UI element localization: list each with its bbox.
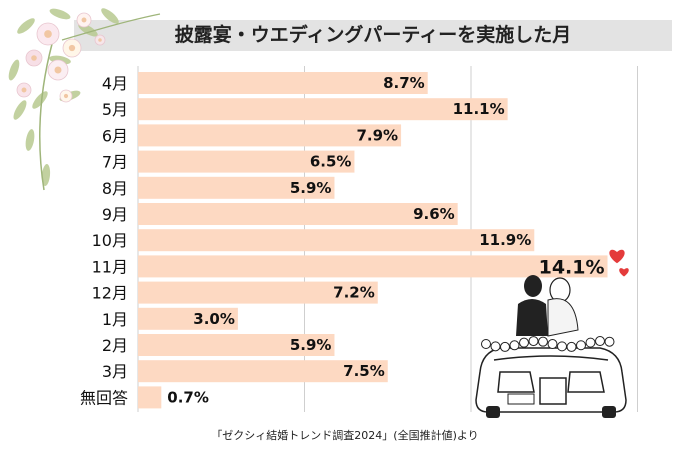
value-label: 7.2% bbox=[333, 284, 375, 302]
groom-head bbox=[524, 275, 542, 297]
category-label: 3月 bbox=[102, 362, 128, 381]
value-label: 0.7% bbox=[167, 388, 209, 406]
value-label: 5.9% bbox=[290, 336, 332, 354]
leaf bbox=[101, 8, 119, 24]
value-label: 14.1% bbox=[539, 256, 605, 278]
heart-icon bbox=[619, 268, 629, 277]
bar bbox=[138, 150, 355, 173]
value-labels: 8.7% 11.1% 7.9%6.5% 5.9% 9.6% 11.9% 14.1% 7.2% 3… bbox=[167, 74, 604, 406]
garland-flower bbox=[519, 337, 529, 348]
garland-flower bbox=[566, 341, 577, 352]
flower-center bbox=[63, 93, 69, 99]
flower-center bbox=[31, 55, 37, 61]
garland-flower bbox=[604, 336, 615, 347]
leaf bbox=[8, 59, 20, 81]
car-grille bbox=[539, 377, 567, 405]
value-label: 11.9% bbox=[479, 231, 531, 249]
bar bbox=[138, 255, 608, 278]
garland-flower bbox=[481, 339, 491, 349]
leaf bbox=[41, 164, 51, 186]
source-note: 「ゼクシィ結婚トレンド調査2024」(全国推計値)より bbox=[211, 429, 479, 442]
garland-flower bbox=[490, 341, 501, 352]
garland-flower bbox=[547, 339, 558, 350]
leaf bbox=[25, 129, 35, 151]
category-label: 9月 bbox=[102, 205, 128, 224]
category-label: 7月 bbox=[102, 153, 128, 172]
bar bbox=[138, 360, 388, 383]
garland-flower bbox=[585, 337, 596, 348]
flower-center bbox=[44, 30, 52, 38]
category-label: 11月 bbox=[92, 257, 128, 276]
leaf bbox=[32, 91, 48, 109]
car-light bbox=[497, 371, 535, 393]
category-label: 5月 bbox=[102, 100, 128, 119]
value-label: 11.1% bbox=[453, 100, 505, 118]
leaf bbox=[13, 100, 27, 120]
flower-center bbox=[81, 17, 87, 23]
bar bbox=[138, 176, 335, 199]
garland-flower bbox=[509, 340, 520, 351]
category-label: 4月 bbox=[102, 74, 128, 93]
car-wheel bbox=[486, 406, 500, 418]
garland-flower bbox=[576, 340, 586, 351]
bar bbox=[138, 124, 402, 147]
leaf bbox=[49, 8, 71, 20]
category-label: 12月 bbox=[92, 284, 128, 303]
value-label: 7.5% bbox=[343, 362, 385, 380]
category-label: 10月 bbox=[92, 231, 128, 250]
flower-center bbox=[98, 38, 102, 42]
hearts bbox=[609, 249, 629, 277]
garland-flower bbox=[538, 336, 548, 347]
value-label: 6.5% bbox=[310, 153, 352, 171]
bar bbox=[138, 203, 458, 225]
flower-center bbox=[21, 87, 27, 93]
bar bbox=[138, 334, 335, 356]
value-label: 8.7% bbox=[383, 74, 425, 92]
title-band bbox=[74, 20, 672, 51]
value-label: 3.0% bbox=[193, 310, 235, 328]
heart-icon bbox=[609, 249, 625, 264]
bar bbox=[138, 98, 508, 121]
bar bbox=[138, 72, 428, 94]
groom-body bbox=[516, 299, 548, 336]
category-label: 無回答 bbox=[80, 388, 128, 407]
chart-title: 披露宴・ウエディングパーティーを実施した月 bbox=[174, 24, 572, 46]
wedding-car-couple-illustration bbox=[475, 275, 627, 418]
bars bbox=[138, 72, 608, 409]
value-label: 5.9% bbox=[290, 179, 332, 197]
car-trunk-line bbox=[493, 355, 609, 361]
license-plate bbox=[507, 393, 535, 405]
garland-flower bbox=[500, 341, 510, 352]
leaf bbox=[17, 18, 35, 34]
bride-veil bbox=[547, 298, 579, 337]
flower-center bbox=[68, 44, 76, 52]
flower-center bbox=[54, 66, 62, 74]
stem bbox=[39, 43, 53, 191]
garland-flower bbox=[595, 336, 605, 347]
category-label: 6月 bbox=[102, 126, 128, 145]
category-label: 1月 bbox=[102, 310, 128, 329]
category-label: 2月 bbox=[102, 336, 128, 355]
value-label: 9.6% bbox=[413, 205, 455, 223]
bar bbox=[138, 307, 238, 330]
bar bbox=[138, 386, 162, 409]
car-light bbox=[567, 371, 605, 393]
category-label: 8月 bbox=[102, 179, 128, 198]
floral-bouquet-illustration bbox=[8, 8, 161, 191]
bar bbox=[138, 229, 535, 252]
bar bbox=[138, 281, 378, 304]
garland-flower bbox=[528, 336, 539, 347]
garland-flower bbox=[557, 341, 567, 352]
car-wheel bbox=[602, 406, 616, 418]
value-label: 7.9% bbox=[356, 126, 398, 144]
stem bbox=[61, 13, 161, 41]
